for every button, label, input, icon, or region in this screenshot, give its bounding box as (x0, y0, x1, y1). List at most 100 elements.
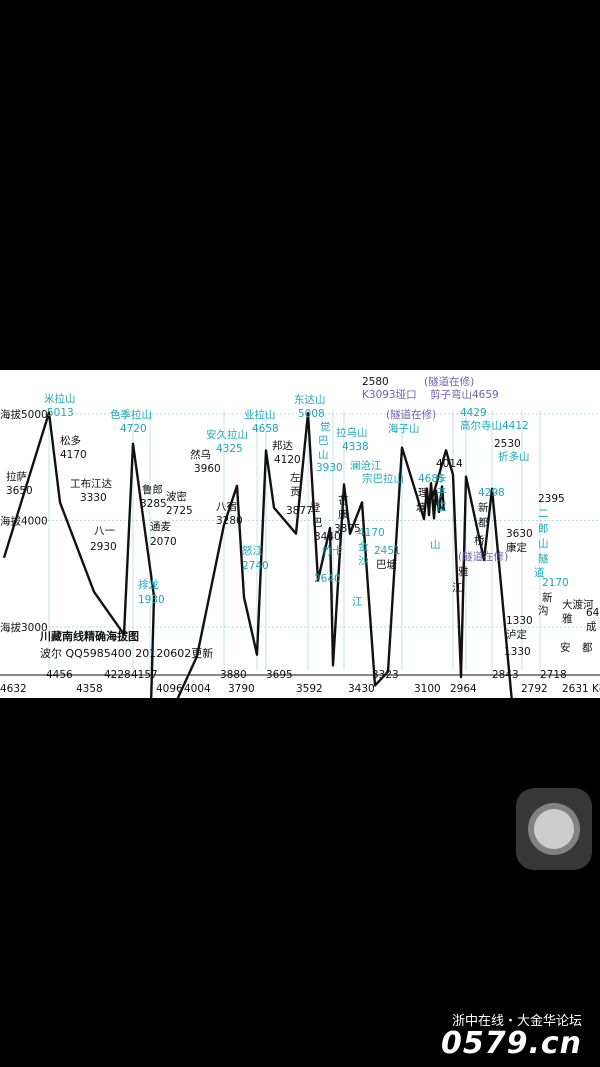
place-label: 4325 (216, 443, 243, 455)
place-label: 2640 (314, 573, 341, 585)
place-label: 新 (478, 501, 489, 514)
place-label: 4120 (274, 454, 301, 466)
watermark-domain: 0579.cn (440, 1026, 582, 1061)
watermark-site-name: 浙中在线・大金华论坛 (451, 1014, 582, 1029)
place-label: 理 (418, 487, 429, 499)
place-label: 3875 (334, 523, 361, 535)
place-label: 竹卡 (322, 544, 343, 557)
place-label: K3093垭口 (362, 388, 417, 401)
place-label: 4658 (252, 423, 279, 435)
place-label: 3330 (80, 492, 107, 504)
km-marker: 4228 (104, 669, 131, 681)
place-label: 沟 (538, 604, 549, 617)
place-label: 金 (358, 540, 369, 553)
place-label: 3877 (286, 505, 313, 517)
place-label: 芒 (338, 494, 349, 507)
place-label: 高尔寺山4412 (460, 419, 529, 432)
place-label: 3280 (216, 515, 243, 527)
place-label: 2070 (150, 536, 177, 548)
place-label: 卡 (436, 472, 447, 485)
place-label: 4429 (460, 407, 487, 419)
place-label: 邦达 (272, 439, 293, 452)
place-label: 拉萨 (6, 470, 27, 483)
y-axis-label: 海拔4000 (0, 515, 48, 528)
place-label: 雅 (458, 565, 469, 578)
place-label: 沙 (358, 555, 369, 567)
place-label: 1930 (138, 594, 165, 606)
place-label: 江 (452, 582, 463, 594)
place-label: 2530 (494, 438, 521, 450)
assistive-touch-button[interactable] (516, 788, 592, 870)
place-label: 塘 (416, 501, 427, 514)
place-label: 雅 (562, 612, 573, 625)
place-label: 左 (290, 471, 301, 484)
y-axis-label: 海拔3000 (0, 621, 48, 634)
km-marker: 2631 K碑 (562, 682, 600, 695)
place-label: 巴塘 (376, 558, 397, 571)
place-label: (隧道在修) (386, 408, 436, 421)
place-label: 2170 (542, 577, 569, 589)
place-label: 业拉山 (244, 408, 276, 421)
place-label: 4014 (436, 458, 463, 470)
place-label: 郎 (538, 522, 549, 535)
place-label: 色季拉山 (110, 408, 152, 421)
place-label: 觉 (320, 421, 331, 433)
place-label: (隧道在修) (458, 550, 508, 563)
km-marker: 4096 (156, 683, 183, 695)
km-marker: 3695 (266, 669, 293, 681)
place-label: 通麦 (150, 521, 171, 533)
place-label: 折多山 (498, 450, 530, 463)
place-label: 海子山 (388, 422, 420, 435)
place-label: 4685 (418, 473, 445, 485)
km-marker: 3880 (220, 669, 247, 681)
km-marker: 3323 (372, 669, 399, 681)
place-label: 大渡河 (562, 598, 594, 611)
km-marker: 2718 (540, 669, 567, 681)
place-label: 山 (430, 539, 441, 551)
place-label: 道 (534, 566, 545, 579)
place-label: 东达山 (294, 393, 326, 406)
place-label: 松多 (60, 434, 81, 447)
place-label: 2740 (242, 560, 269, 572)
place-label: 宗巴拉山 (362, 472, 404, 485)
km-marker: 4004 (184, 683, 211, 695)
place-label: 江 (352, 596, 363, 608)
place-label: 米拉山 (44, 392, 76, 405)
km-marker: 4157 (131, 669, 158, 681)
place-label: 剪子弯山4659 (430, 388, 499, 401)
place-label: (隧道在修) (424, 375, 474, 388)
place-label: 八一 (94, 525, 115, 537)
place-label: 2395 (538, 493, 565, 505)
place-label: 山 (318, 449, 329, 461)
place-label: 子 (436, 487, 447, 499)
place-label: 4338 (342, 441, 369, 453)
place-label: 3285 (140, 498, 167, 510)
place-label: 工布江达 (70, 478, 112, 490)
place-label: 康 (338, 508, 349, 521)
place-label: 康定 (506, 541, 527, 554)
place-label: 拉乌山 (336, 426, 368, 439)
place-label: 2451 (374, 545, 401, 557)
place-label: 2930 (90, 541, 117, 553)
place-label: 641 (586, 607, 600, 619)
place-label: 澜沧江 (350, 459, 382, 472)
km-marker: 4632 (0, 683, 27, 695)
place-label: 都 (582, 642, 593, 654)
place-label: 安 (560, 641, 571, 654)
km-marker: 2792 (521, 683, 548, 695)
place-label: 都 (478, 517, 489, 529)
km-marker: 4456 (46, 669, 73, 681)
watermark: 浙中在线・大金华论坛 0579.cn (441, 1010, 582, 1059)
place-label: 4298 (478, 487, 505, 499)
place-label: 3960 (194, 463, 221, 475)
place-label: 山 (538, 538, 549, 550)
place-label: 桥 (474, 535, 485, 547)
place-label: 二 (538, 508, 549, 520)
place-label: 3650 (6, 485, 33, 497)
y-axis-label: 海拔5000 (0, 408, 48, 421)
place-label: 巴 (312, 517, 323, 529)
place-label: 怒江 (242, 544, 263, 557)
place-label: 3440 (314, 531, 341, 543)
place-label: 2580 (362, 376, 389, 388)
elevation-profile-line (2, 411, 513, 698)
